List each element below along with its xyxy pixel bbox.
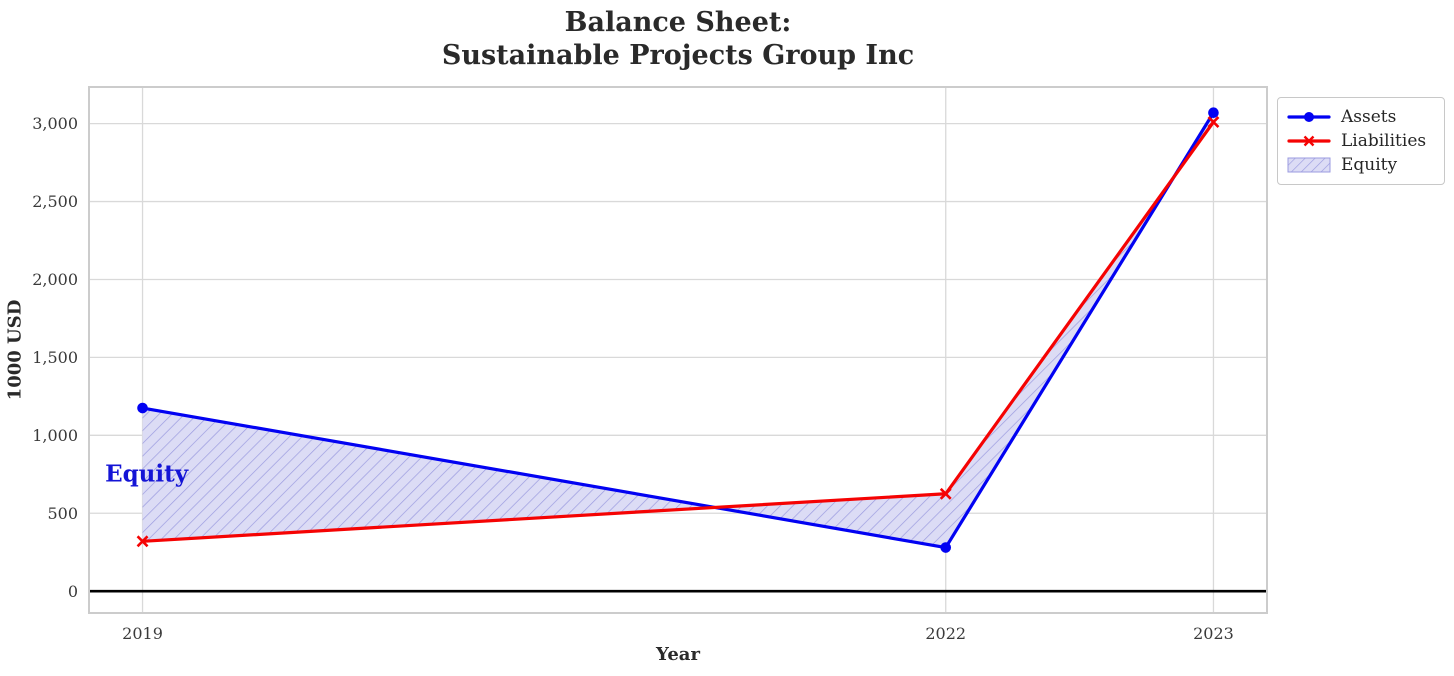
svg-text:2022: 2022 (925, 624, 966, 643)
legend-entry-liabilities: Liabilities (1287, 129, 1435, 153)
chart-title-line2: Sustainable Projects Group Inc (441, 40, 915, 71)
svg-text:1,500: 1,500 (32, 348, 78, 367)
legend-label-assets: Assets (1341, 107, 1397, 127)
svg-text:0: 0 (68, 582, 78, 601)
legend-label-equity: Equity (1341, 155, 1398, 175)
svg-text:3,000: 3,000 (32, 114, 78, 133)
svg-text:1,000: 1,000 (32, 426, 78, 445)
legend: Assets Liabilities Equity (1277, 97, 1445, 185)
chart-title: Balance Sheet: Sustainable Projects Grou… (89, 6, 1267, 72)
svg-text:Equity: Equity (105, 461, 189, 488)
y-axis-label: 1000 USD (4, 299, 26, 401)
chart-title-line1: Balance Sheet: (564, 7, 792, 38)
x-axis-label: Year (656, 644, 700, 665)
liabilities-line-icon (1287, 135, 1331, 147)
svg-text:2,500: 2,500 (32, 192, 78, 211)
legend-entry-assets: Assets (1287, 105, 1435, 129)
equity-hatch-icon (1287, 157, 1331, 173)
svg-text:2,000: 2,000 (32, 270, 78, 289)
svg-text:2023: 2023 (1193, 624, 1234, 643)
assets-line-icon (1287, 112, 1331, 122)
legend-entry-equity: Equity (1287, 153, 1435, 177)
svg-text:2019: 2019 (122, 624, 163, 643)
svg-text:500: 500 (47, 504, 78, 523)
legend-label-liabilities: Liabilities (1341, 131, 1427, 151)
